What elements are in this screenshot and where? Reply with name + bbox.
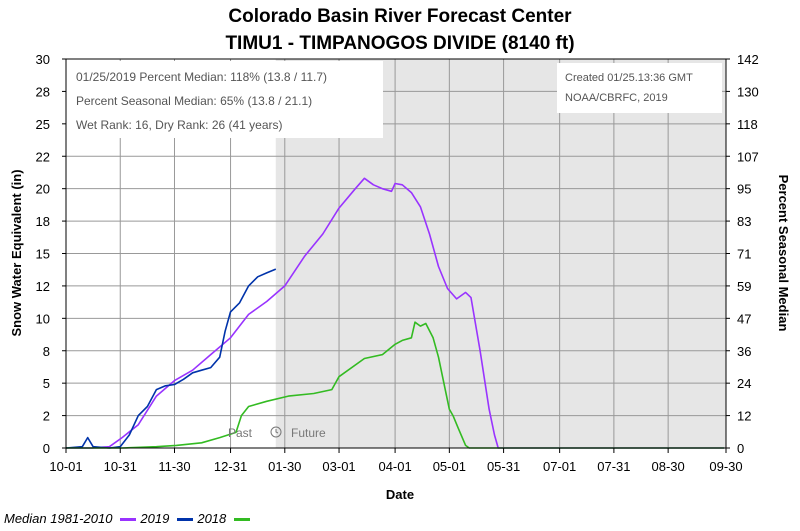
legend: Median 1981-2010 2019 2018	[4, 511, 254, 526]
y-tick-label: 25	[36, 117, 50, 132]
y2-tick-label: 24	[737, 376, 751, 391]
y-tick-label: 0	[43, 441, 50, 456]
x-tick-label: 05-31	[487, 459, 520, 474]
x-tick-label: 07-01	[543, 459, 576, 474]
y-tick-label: 8	[43, 344, 50, 359]
y-tick-label: 30	[36, 52, 50, 67]
x-axis-label: Date	[386, 487, 414, 502]
y-tick-label: 2	[43, 409, 50, 424]
legend-2019-swatch	[177, 518, 194, 522]
y-tick-label: 5	[43, 376, 50, 391]
y-axis-label: Snow Water Equivalent (in)	[9, 169, 24, 336]
credit-created: Created 01/25.13:36 GMT	[565, 72, 693, 84]
x-tick-label: 09-30	[709, 459, 742, 474]
credit-box: Created 01/25.13:36 GMT NOAA/CBRFC, 2019	[557, 63, 722, 113]
y2-tick-label: 142	[737, 52, 759, 67]
y2-tick-label: 83	[737, 214, 751, 229]
x-tick-label: 07-31	[597, 459, 630, 474]
x-tick-label: 11-30	[158, 459, 190, 474]
legend-2018-label: 2018	[197, 511, 227, 526]
past-label: Past	[228, 426, 253, 440]
info-rank: Wet Rank: 16, Dry Rank: 26 (41 years)	[76, 118, 283, 132]
y2-axis-label: Percent Seasonal Median	[776, 175, 791, 332]
y-tick-label: 10	[36, 311, 50, 326]
y2-tick-label: 71	[737, 247, 751, 262]
x-tick-label: 01-30	[268, 459, 301, 474]
legend-median-label: Median 1981-2010	[4, 511, 113, 526]
info-box: 01/25/2019 Percent Median: 118% (13.8 / …	[66, 61, 383, 138]
y-tick-label: 12	[36, 279, 50, 294]
x-tick-label: 10-31	[104, 459, 137, 474]
y-tick-label: 15	[36, 247, 50, 262]
x-tick-label: 08-30	[652, 459, 685, 474]
x-tick-label: 12-31	[214, 459, 247, 474]
credit-agency: NOAA/CBRFC, 2019	[565, 92, 668, 104]
y2-tick-label: 36	[737, 344, 751, 359]
legend-median-swatch	[120, 518, 137, 522]
info-seasonal-median: Percent Seasonal Median: 65% (13.8 / 21.…	[76, 94, 312, 108]
y2-tick-label: 59	[737, 279, 751, 294]
y2-tick-label: 47	[737, 311, 751, 326]
x-tick-label: 10-01	[49, 459, 82, 474]
chart-subtitle: TIMU1 - TIMPANOGOS DIVIDE (8140 ft)	[225, 33, 575, 54]
y-tick-label: 18	[36, 214, 50, 229]
info-percent-median: 01/25/2019 Percent Median: 118% (13.8 / …	[76, 70, 327, 84]
line-2018	[66, 321, 725, 449]
x-tick-label: 03-01	[322, 459, 355, 474]
y2-tick-label: 0	[737, 441, 744, 456]
chart-title: Colorado Basin River Forecast Center	[228, 6, 572, 27]
y2-tick-label: 130	[737, 84, 759, 99]
y-tick-label: 22	[36, 149, 50, 164]
x-tick-label: 05-01	[433, 459, 466, 474]
y-tick-label: 20	[36, 182, 50, 197]
legend-2019-label: 2019	[140, 511, 170, 526]
y2-tick-label: 12	[737, 409, 751, 424]
y2-tick-label: 118	[737, 117, 758, 132]
y-tick-label: 28	[36, 84, 50, 99]
y2-tick-label: 95	[737, 182, 751, 197]
median-line	[66, 177, 725, 449]
x-tick-label: 04-01	[378, 459, 411, 474]
legend-2018-swatch	[234, 518, 251, 522]
future-label: Future	[291, 426, 326, 440]
line-2019	[65, 268, 277, 449]
clock-icon	[270, 426, 282, 438]
y2-tick-label: 107	[737, 149, 759, 164]
today-marker: Past Future	[228, 426, 326, 440]
